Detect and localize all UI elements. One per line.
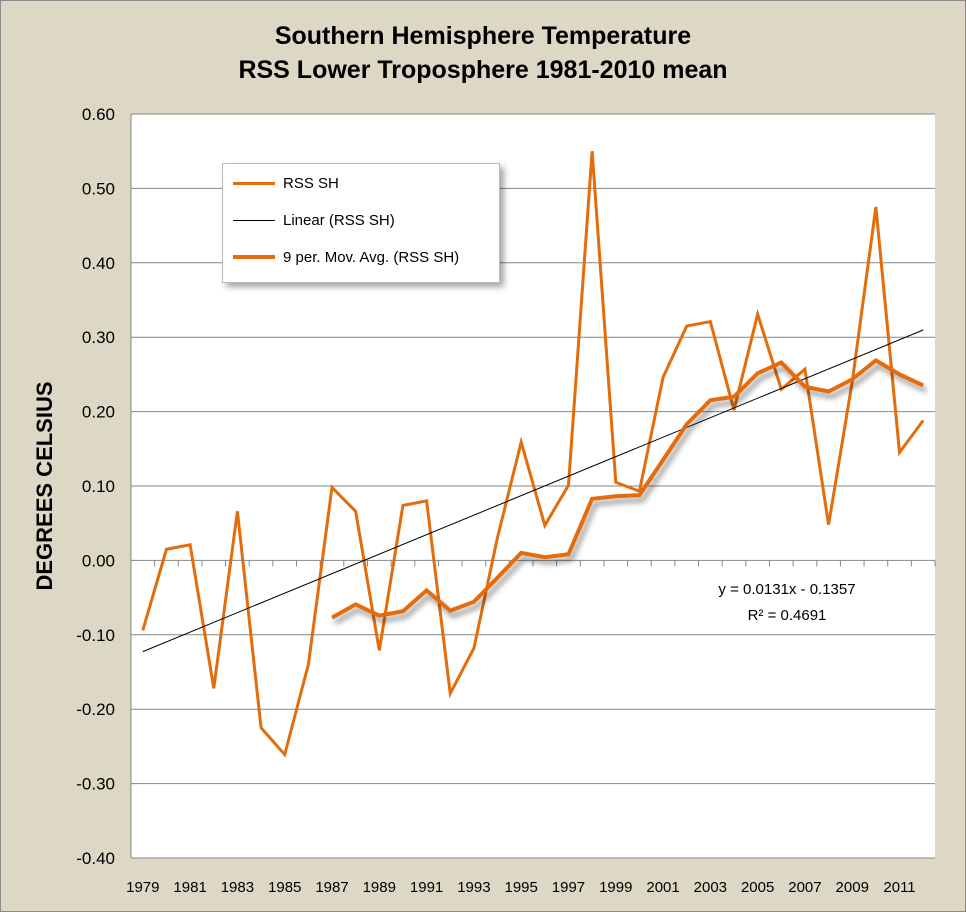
y-tick-label: -0.20 [76, 700, 115, 719]
x-tick-label: 1989 [363, 879, 396, 896]
y-tick-label: 0.10 [82, 477, 115, 496]
x-tick-label: 2007 [788, 879, 821, 896]
x-tick-label: 1979 [126, 879, 159, 896]
x-tick-label: 2009 [836, 879, 869, 896]
x-tick-label: 1993 [457, 879, 490, 896]
legend-swatch [233, 219, 275, 221]
x-tick-label: 1981 [173, 879, 206, 896]
chart-title-line2: RSS Lower Troposphere 1981-2010 mean [238, 56, 728, 84]
x-tick-label: 2005 [741, 879, 774, 896]
x-tick-label: 1999 [599, 879, 632, 896]
x-tick-label: 2003 [694, 879, 727, 896]
x-tick-label: 1997 [552, 879, 585, 896]
legend-label: RSS SH [283, 174, 339, 192]
y-tick-label: 0.40 [82, 254, 115, 273]
y-tick-label: 0.20 [82, 403, 115, 422]
x-tick-label: 1983 [221, 879, 254, 896]
legend-item-moving-avg: 9 per. Mov. Avg. (RSS SH) [233, 247, 459, 267]
y-tick-label: 0.30 [82, 328, 115, 347]
y-axis-label: DEGREES CELSIUS [32, 381, 57, 590]
x-tick-label: 2001 [646, 879, 679, 896]
trend-equation: y = 0.0131x - 0.1357 [718, 581, 856, 598]
legend-swatch [233, 181, 275, 185]
legend-label: Linear (RSS SH) [283, 211, 395, 229]
chart-title-line1: Southern Hemisphere Temperature [274, 22, 692, 50]
y-tick-label: 0.50 [82, 179, 115, 198]
y-tick-label: -0.40 [76, 849, 115, 868]
series-linear-trendline [142, 329, 924, 653]
x-tick-label: 2011 [883, 879, 915, 896]
y-tick-label: 0.00 [82, 551, 115, 570]
legend-item-rss-sh: RSS SH [233, 173, 339, 193]
y-tick-label: 0.60 [82, 105, 115, 124]
y-tick-label: -0.30 [76, 775, 115, 794]
legend: RSS SH Linear (RSS SH) 9 per. Mov. Avg. … [222, 163, 500, 283]
y-tick-label: -0.10 [76, 626, 115, 645]
x-tick-label: 1987 [315, 879, 348, 896]
legend-swatch [233, 255, 275, 259]
trend-r-squared: R² = 0.4691 [747, 607, 827, 624]
x-tick-label: 1991 [410, 879, 443, 896]
series-rss-sh-line [141, 151, 925, 758]
x-tick-label: 1995 [504, 879, 537, 896]
series-moving-average-line [331, 358, 925, 620]
legend-item-linear: Linear (RSS SH) [233, 210, 395, 230]
legend-label: 9 per. Mov. Avg. (RSS SH) [283, 248, 460, 266]
x-tick-label: 1985 [268, 879, 301, 896]
